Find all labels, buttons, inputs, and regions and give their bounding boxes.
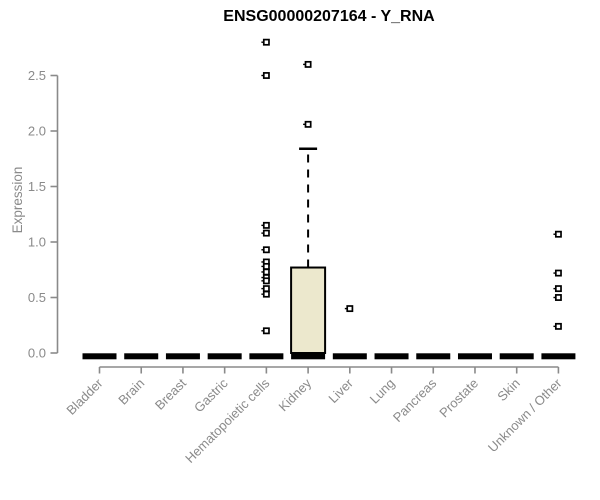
outlier-point (553, 294, 562, 301)
outlier-point (553, 269, 562, 277)
boxplot-breast (165, 353, 200, 360)
x-tick-label-gastric: Gastric (191, 375, 231, 415)
y-tick-label: 0.0 (28, 346, 46, 361)
outlier-square (554, 230, 562, 238)
outlier-point (261, 246, 270, 254)
y-axis-label: Expression (10, 167, 25, 234)
median-bar (416, 353, 451, 360)
outlier-point (261, 262, 270, 270)
y-tick-label: 2.5 (28, 68, 46, 83)
outlier-point (261, 327, 270, 335)
median-bar (332, 353, 367, 360)
outlier-point (261, 277, 270, 285)
boxplot-prostate (457, 353, 492, 360)
outlier-point (261, 38, 270, 46)
outlier-square (554, 294, 562, 301)
boxplot-gastric (207, 353, 242, 360)
outlier-square (554, 285, 562, 293)
x-tick-label-prostate: Prostate (436, 376, 481, 421)
boxplot-liver (332, 305, 367, 360)
y-tick-label: 1.5 (28, 179, 46, 194)
outlier-point (261, 229, 270, 237)
boxplot-pancreas (416, 353, 451, 360)
outlier-square (262, 246, 270, 254)
x-tick-label-pancreas: Pancreas (390, 375, 440, 425)
outlier-point (261, 268, 270, 276)
plot-area (82, 38, 576, 360)
median-bar (249, 353, 284, 360)
boxplot-bladder (82, 353, 117, 360)
x-tick-label-lung: Lung (367, 376, 398, 407)
median-bar (374, 353, 409, 360)
boxplot-brain (124, 353, 159, 360)
x-tick-label-breast: Breast (152, 375, 189, 412)
iqr-box (290, 266, 327, 354)
y-tick-label: 1.0 (28, 235, 46, 250)
boxplot-lung (374, 353, 409, 360)
outlier-point (553, 285, 562, 293)
x-tick-label-bladder: Bladder (63, 375, 106, 418)
outlier-point (261, 221, 270, 229)
x-tick-label-brain: Brain (115, 376, 147, 408)
outlier-point (261, 72, 270, 79)
outlier-point (261, 285, 270, 293)
outlier-square (262, 290, 270, 298)
chart-title: ENSG00000207164 - Y_RNA (223, 8, 435, 25)
median-bar (541, 353, 576, 360)
outlier-point (303, 60, 312, 68)
y-axis: 0.0 0.5 1.0 1.5 2.0 2.5 (28, 68, 59, 361)
outlier-point (344, 305, 354, 313)
outlier-square (304, 120, 312, 128)
x-tick-label-skin: Skin (494, 376, 522, 404)
outlier-square (262, 72, 270, 79)
outlier-square (304, 60, 312, 68)
outlier-square (554, 322, 562, 330)
median-bar (165, 353, 200, 360)
median-bar (291, 353, 326, 360)
outlier-square (262, 262, 270, 270)
median-bar (82, 353, 117, 360)
outlier-square (346, 305, 354, 313)
boxplot-unknown-other (541, 230, 576, 360)
boxplot-kidney (290, 60, 327, 360)
outlier-square (262, 277, 270, 285)
boxplot-skin (499, 353, 534, 360)
median-bar (499, 353, 534, 360)
x-tick-label-liver: Liver (325, 375, 356, 406)
outlier-square (262, 38, 270, 46)
y-tick-label: 2.0 (28, 124, 46, 139)
y-tick-label: 0.5 (28, 290, 46, 305)
outlier-square (262, 268, 270, 276)
outlier-square (262, 221, 270, 229)
outlier-point (553, 230, 562, 238)
outlier-square (262, 327, 270, 335)
x-tick-label-unknown-other: Unknown / Other (485, 375, 565, 455)
outlier-square (262, 285, 270, 293)
outlier-point (553, 322, 562, 330)
median-bar (207, 353, 242, 360)
x-tick-label-kidney: Kidney (276, 375, 315, 414)
median-bar (457, 353, 492, 360)
outlier-square (554, 269, 562, 277)
outlier-point (261, 290, 270, 298)
outlier-square (262, 229, 270, 237)
median-bar (124, 353, 159, 360)
boxplot-hematopoietic-cells (249, 38, 284, 360)
outlier-point (303, 120, 312, 128)
